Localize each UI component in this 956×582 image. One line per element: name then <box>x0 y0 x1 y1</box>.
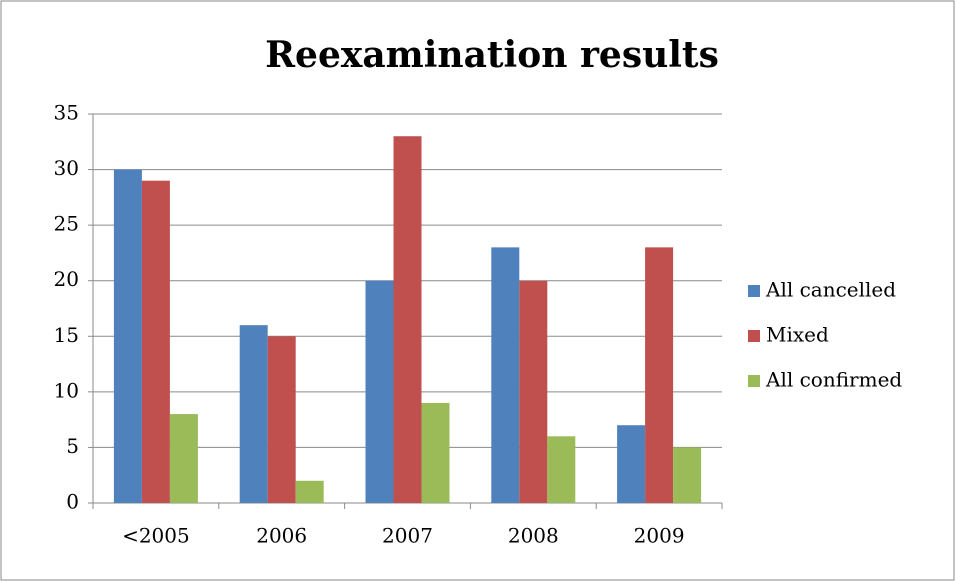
bar <box>113 169 142 504</box>
y-tick-label: 15 <box>54 323 79 347</box>
legend-label: All confirmed <box>765 368 902 392</box>
bar <box>547 436 576 503</box>
legend-swatch <box>748 375 760 387</box>
bar <box>519 280 548 503</box>
bar <box>673 447 702 503</box>
x-tick-label: 2006 <box>256 524 307 548</box>
legend-swatch <box>748 285 760 297</box>
y-tick-label: 5 <box>66 434 79 458</box>
legend-label: All cancelled <box>765 278 896 302</box>
y-tick-label: 25 <box>54 212 79 236</box>
x-tick-label: 2008 <box>508 524 559 548</box>
bar <box>169 414 198 503</box>
bar <box>365 280 394 503</box>
y-tick-label: 20 <box>54 267 79 291</box>
bar <box>491 247 520 503</box>
y-tick-label: 0 <box>66 490 79 514</box>
legend-label: Mixed <box>766 323 829 347</box>
bar <box>239 325 268 503</box>
x-tick-label: <2005 <box>122 524 190 548</box>
bar <box>267 336 296 503</box>
bar <box>421 402 450 503</box>
bar <box>295 480 324 503</box>
y-tick-label: 35 <box>54 101 79 125</box>
legend-swatch <box>748 330 760 342</box>
x-tick-label: 2007 <box>382 524 433 548</box>
chart-title: Reexamination results <box>265 34 719 76</box>
bar <box>141 180 170 503</box>
x-tick-label: 2009 <box>634 524 685 548</box>
y-tick-label: 10 <box>54 378 79 402</box>
bar <box>617 425 646 503</box>
bar <box>645 247 674 503</box>
bar <box>393 136 422 503</box>
y-tick-label: 30 <box>54 156 79 180</box>
